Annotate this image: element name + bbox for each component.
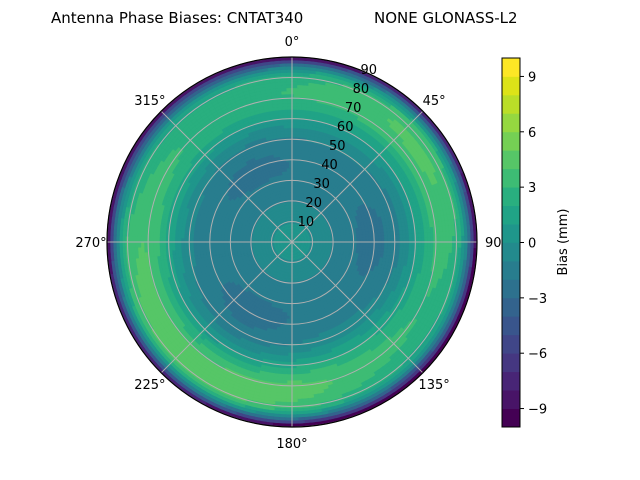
r-label-10: 10 (298, 215, 315, 230)
colorbar-tick--6: −6 (528, 347, 547, 362)
colorbar-tick--3: −3 (528, 292, 547, 307)
theta-tick-labels: 0° 45° 90 135° 180° 225° 270° 315° (75, 35, 501, 452)
r-label-40: 40 (321, 158, 338, 173)
r-label-30: 30 (313, 177, 330, 192)
colorbar-tick-6: 6 (528, 126, 536, 141)
title-right: NONE GLONASS-L2 (374, 9, 518, 27)
colorbar-tick--9: −9 (528, 403, 547, 418)
title-left: Antenna Phase Biases: CNTAT340 (51, 9, 303, 27)
theta-label-270: 270° (75, 236, 106, 251)
colorbar-label: Bias (mm) (556, 209, 571, 276)
theta-label-315: 315° (134, 94, 165, 109)
colorbar-tick-9: 9 (528, 70, 536, 85)
r-label-90: 90 (361, 63, 378, 78)
theta-label-180: 180° (276, 437, 307, 452)
r-label-20: 20 (305, 196, 322, 211)
colorbar (501, 57, 521, 428)
polar-frame (106, 56, 478, 428)
radial-tick-labels: 10 20 30 40 50 60 70 80 90 (298, 63, 377, 230)
colorbar-tick-3: 3 (528, 181, 536, 196)
polar-grid (106, 56, 478, 428)
theta-label-135: 135° (418, 378, 449, 393)
r-label-80: 80 (353, 82, 370, 97)
theta-label-90: 90 (485, 236, 502, 251)
theta-label-225: 225° (134, 378, 165, 393)
r-label-70: 70 (345, 101, 362, 116)
colorbar-tick-0: 0 (528, 237, 536, 252)
r-label-60: 60 (337, 120, 354, 135)
theta-label-45: 45° (423, 94, 446, 109)
r-label-50: 50 (329, 139, 346, 154)
colorbar-ticks: −9 −6 −3 0 3 6 9 (520, 70, 547, 418)
theta-label-0: 0° (285, 35, 300, 50)
